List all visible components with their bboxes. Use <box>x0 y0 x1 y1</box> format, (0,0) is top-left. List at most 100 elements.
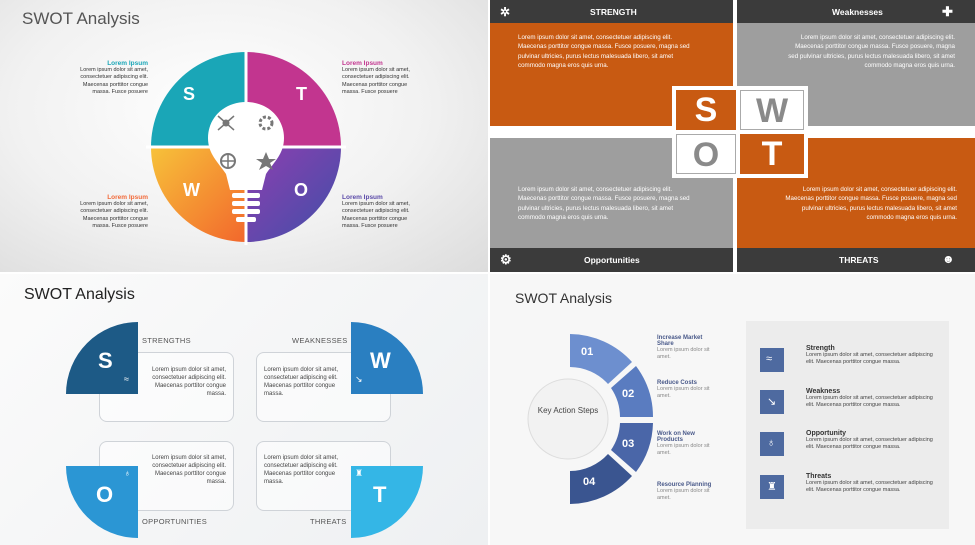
chart-glyph: ↘ <box>767 396 777 408</box>
letter-w: W <box>183 180 200 200</box>
label-t: Lorem Ipsum <box>342 60 383 67</box>
weaknesses-text: Lorem ipsum dolor sit amet, consectetuer… <box>264 367 339 398</box>
strength-bar: ✲ STRENGTH <box>490 0 733 23</box>
swimmer-icon <box>760 348 784 372</box>
s-quarter-shape <box>66 322 138 394</box>
caption-strengths: STRENGTHS <box>142 336 191 345</box>
panel-weakness: Weakness Lorem ipsum dolor sit amet, con… <box>806 388 941 409</box>
caption-opportunities: OPPORTUNITIES <box>142 517 208 526</box>
chart-down-icon: ↘ <box>355 374 363 384</box>
step-4-text: Lorem ipsum dolor sit amet. <box>657 488 710 502</box>
letter-w: W <box>370 348 391 373</box>
opportunities-text: Lorem ipsum dolor sit amet, consectetuer… <box>151 455 226 486</box>
opportunities-text: Lorem ipsum dolor sit amet, consectetuer… <box>518 186 690 221</box>
text-block-o: Lorem Ipsum Lorem ipsum dolor sit amet, … <box>342 194 414 231</box>
lightbulb-icon: ♁ <box>124 468 131 478</box>
network-icon: ✲ <box>500 5 511 19</box>
step-4-head: Resource Planning <box>657 482 712 488</box>
panel-opportunity-text: Lorem ipsum dolor sit amet, consectetuer… <box>806 437 933 451</box>
panel-threats: Threats Lorem ipsum dolor sit amet, cons… <box>806 473 941 494</box>
weaknesses-text: Lorem ipsum dolor sit amet, consectetuer… <box>788 34 955 69</box>
letter-o: O <box>294 180 309 200</box>
step-3: Work on New Products Lorem ipsum dolor s… <box>657 431 719 457</box>
step-3-text: Lorem ipsum dolor sit amet. <box>657 443 710 457</box>
w-quarter-shape <box>351 322 423 394</box>
page-title: SWOT Analysis <box>515 290 612 306</box>
slide-key-action-steps[interactable]: SWOT Analysis Key Action Steps 01 02 03 … <box>490 274 975 545</box>
panel-opportunity-head: Opportunity <box>806 430 847 437</box>
chart-down-icon <box>760 390 784 414</box>
t-quarter-shape <box>351 466 423 538</box>
desc-t: Lorem ipsum dolor sit amet, consectetuer… <box>342 67 410 96</box>
step-3-head: Work on New Products <box>657 431 695 443</box>
label-s: Lorem Ipsum <box>107 60 148 67</box>
panel-weakness-head: Weakness <box>806 388 841 395</box>
threats-label: THREATS <box>839 255 879 265</box>
gear-icon: ⚙ <box>500 252 512 267</box>
step-1-head: Increase Market Share <box>657 335 703 347</box>
lightbulb-icon <box>760 432 784 456</box>
desc-w: Lorem ipsum dolor sit amet, consectetuer… <box>80 201 148 230</box>
step-num-03: 03 <box>622 438 635 450</box>
slide-lightbulb-swot[interactable]: SWOT Analysis S T W O Lorem Ipsum Lorem … <box>0 0 488 272</box>
swimmer-glyph: ≈ <box>766 353 773 365</box>
puzzle-icon: ✚ <box>942 4 953 19</box>
head-icon: ☻ <box>942 252 955 266</box>
text-block-t: Lorem Ipsum Lorem ipsum dolor sit amet, … <box>342 60 414 97</box>
page-title: SWOT Analysis <box>24 286 135 303</box>
center-letter-t: T <box>740 134 804 174</box>
threats-text: Lorem ipsum dolor sit amet, consectetuer… <box>264 455 339 486</box>
bulb-glyph: ♁ <box>767 437 776 449</box>
panel-threats-head: Threats <box>806 473 832 480</box>
panel-weakness-text: Lorem ipsum dolor sit amet, consectetuer… <box>806 395 933 409</box>
o-quarter-shape <box>66 466 138 538</box>
slide-quarter-circle-swot[interactable]: SWOT Analysis S W O T ≈ ↘ ♁ ♜ STRENGTHS … <box>0 274 488 545</box>
desc-o: Lorem ipsum dolor sit amet, consectetuer… <box>342 201 410 230</box>
panel-opportunity: Opportunity Lorem ipsum dolor sit amet, … <box>806 430 941 451</box>
letter-s: S <box>98 348 113 373</box>
threats-text: Lorem ipsum dolor sit amet, consectetuer… <box>785 186 957 221</box>
weaknesses-bar: Weaknesses ✚ <box>737 0 975 23</box>
weaknesses-label: Weaknesses <box>832 7 883 17</box>
letter-s: S <box>183 84 196 104</box>
letter-o: O <box>96 482 114 507</box>
slide-quadrant-swot[interactable]: ✲ STRENGTH Weaknesses ✚ Lorem ipsum dolo… <box>490 0 975 272</box>
letter-t: T <box>373 482 387 507</box>
text-block-s: Lorem Ipsum Lorem ipsum dolor sit amet, … <box>72 60 148 97</box>
center-label: Key Action Steps <box>537 406 599 415</box>
center-letter-o: O <box>676 134 736 174</box>
step-4: Resource Planning Lorem ipsum dolor sit … <box>657 482 719 502</box>
step-2-text: Lorem ipsum dolor sit amet. <box>657 386 710 400</box>
step-1-text: Lorem ipsum dolor sit amet. <box>657 347 710 361</box>
caption-threats: THREATS <box>310 517 347 526</box>
letter-t: T <box>296 84 307 104</box>
lightbulb-diagram <box>146 50 346 245</box>
center-letter-s: S <box>676 90 736 130</box>
swimmer-icon: ≈ <box>124 374 129 384</box>
page-title: SWOT Analysis <box>22 9 140 28</box>
opportunities-bar: ⚙ Opportunities <box>490 248 733 272</box>
step-num-01: 01 <box>581 346 594 358</box>
chess-icon <box>760 475 784 499</box>
panel-strength-text: Lorem ipsum dolor sit amet, consectetuer… <box>806 352 933 366</box>
step-2-head: Reduce Costs <box>657 380 698 386</box>
label-w: Lorem Ipsum <box>107 194 148 201</box>
chess-icon: ♜ <box>355 468 364 478</box>
step-1: Increase Market Share Lorem ipsum dolor … <box>657 335 719 361</box>
desc-s: Lorem ipsum dolor sit amet, consectetuer… <box>80 67 148 96</box>
arc-steps-diagram <box>527 334 653 504</box>
label-o: Lorem Ipsum <box>342 194 383 201</box>
panel-strength: Strength Lorem ipsum dolor sit amet, con… <box>806 345 941 366</box>
step-2: Reduce Costs Lorem ipsum dolor sit amet. <box>657 380 719 400</box>
strengths-text: Lorem ipsum dolor sit amet, consectetuer… <box>151 367 226 398</box>
center-letter-w: W <box>740 90 804 130</box>
panel-strength-head: Strength <box>806 345 835 352</box>
strength-text: Lorem ipsum dolor sit amet, consectetuer… <box>518 34 690 69</box>
step-num-02: 02 <box>622 388 635 400</box>
panel-threats-text: Lorem ipsum dolor sit amet, consectetuer… <box>806 480 933 494</box>
strength-label: STRENGTH <box>590 7 637 17</box>
text-block-w: Lorem Ipsum Lorem ipsum dolor sit amet, … <box>72 194 148 231</box>
caption-weaknesses: WEAKNESSES <box>292 336 348 345</box>
threats-bar: THREATS ☻ <box>737 248 975 272</box>
chess-glyph: ♜ <box>767 481 777 493</box>
